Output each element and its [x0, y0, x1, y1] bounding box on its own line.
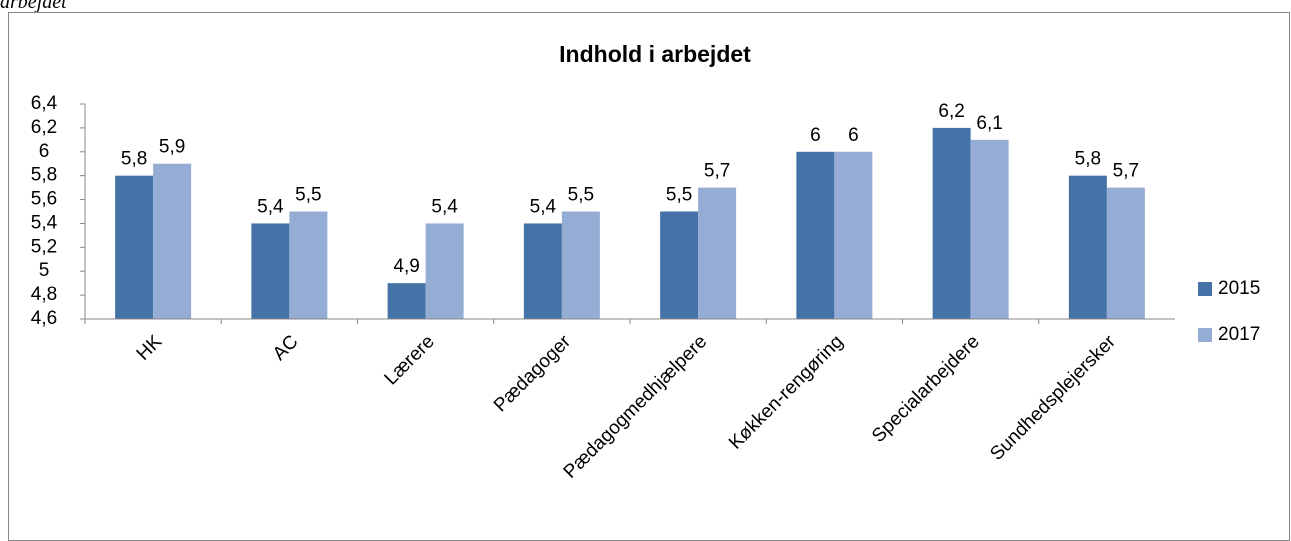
bar — [289, 211, 328, 319]
legend-label: 2015 — [1218, 278, 1260, 299]
data-label: 5,8 — [121, 149, 147, 170]
data-label: 5,9 — [159, 137, 185, 158]
legend-swatch — [1198, 282, 1212, 296]
y-tick-label: 6,4 — [31, 93, 58, 114]
y-tick-label: 5,6 — [31, 189, 57, 210]
legend-swatch — [1198, 328, 1212, 342]
bar — [1068, 175, 1107, 319]
bar — [970, 139, 1009, 319]
data-label: 5,5 — [666, 185, 692, 206]
bar — [251, 223, 290, 319]
caption: arbejdet — [0, 0, 67, 13]
bar — [387, 283, 426, 319]
data-label: 6 — [848, 125, 859, 146]
bar — [153, 163, 192, 319]
data-label: 5,7 — [704, 161, 730, 182]
data-label: 5,8 — [1075, 149, 1101, 170]
legend-label: 2017 — [1218, 324, 1260, 345]
bar — [932, 127, 971, 319]
y-tick-label: 4,8 — [31, 284, 57, 305]
data-label: 5,7 — [1113, 161, 1139, 182]
data-label: 6,2 — [938, 101, 964, 122]
bar — [115, 175, 154, 319]
y-tick-label: 5,4 — [31, 212, 58, 233]
bar — [660, 211, 699, 319]
y-tick-label: 5 — [39, 260, 50, 281]
y-tick-label: 6,2 — [31, 117, 57, 138]
data-label: 5,4 — [257, 196, 284, 217]
data-label: 5,4 — [431, 196, 458, 217]
data-label: 5,5 — [295, 185, 321, 206]
bar — [834, 151, 873, 319]
bar — [1106, 187, 1145, 319]
data-label: 6 — [810, 125, 821, 146]
bar — [561, 211, 600, 319]
data-label: 5,4 — [530, 196, 557, 217]
bar — [698, 187, 737, 319]
data-label: 5,5 — [568, 185, 594, 206]
y-tick-label: 5,8 — [31, 165, 57, 186]
data-label: 4,9 — [393, 256, 419, 277]
bar — [425, 223, 464, 319]
bar — [523, 223, 562, 319]
y-tick-label: 4,6 — [31, 308, 57, 329]
y-tick-label: 6 — [39, 141, 50, 162]
data-label: 6,1 — [976, 113, 1002, 134]
chart-title: Indhold i arbejdet — [559, 41, 751, 67]
y-tick-label: 5,2 — [31, 236, 57, 257]
bar — [796, 151, 835, 319]
